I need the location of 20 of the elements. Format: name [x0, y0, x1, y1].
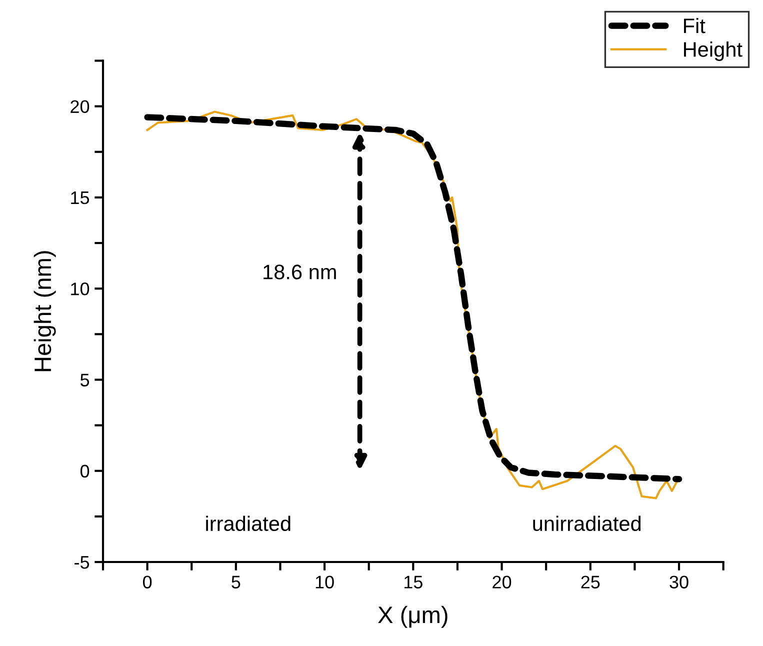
x-tick-label: 15 [404, 576, 422, 588]
y-tick-label: 10 [71, 282, 90, 296]
annotation: 18.6 nm [264, 264, 336, 280]
x-tick-label: 30 [670, 576, 688, 588]
y-tick-label: -5 [74, 556, 90, 569]
annotation: unirradiated [533, 516, 641, 532]
x-tick-label: 0 [143, 576, 152, 588]
x-tick-label: 25 [581, 576, 600, 588]
annotation: irradiated [206, 516, 290, 532]
x-tick-label: 20 [492, 576, 512, 588]
y-tick-label: 0 [80, 464, 90, 478]
x-tick-label: 5 [232, 576, 240, 588]
legend-label: Height [684, 42, 742, 61]
y-tick-label: 20 [70, 100, 90, 114]
x-axis-title: X (μm) [378, 606, 448, 628]
legend-label: Fit [684, 18, 706, 34]
x-tick-label: 10 [316, 576, 334, 588]
y-tick-label: 15 [71, 192, 90, 204]
y-tick-label: 5 [80, 374, 90, 386]
y-axis-title: Height (nm) [34, 251, 56, 372]
